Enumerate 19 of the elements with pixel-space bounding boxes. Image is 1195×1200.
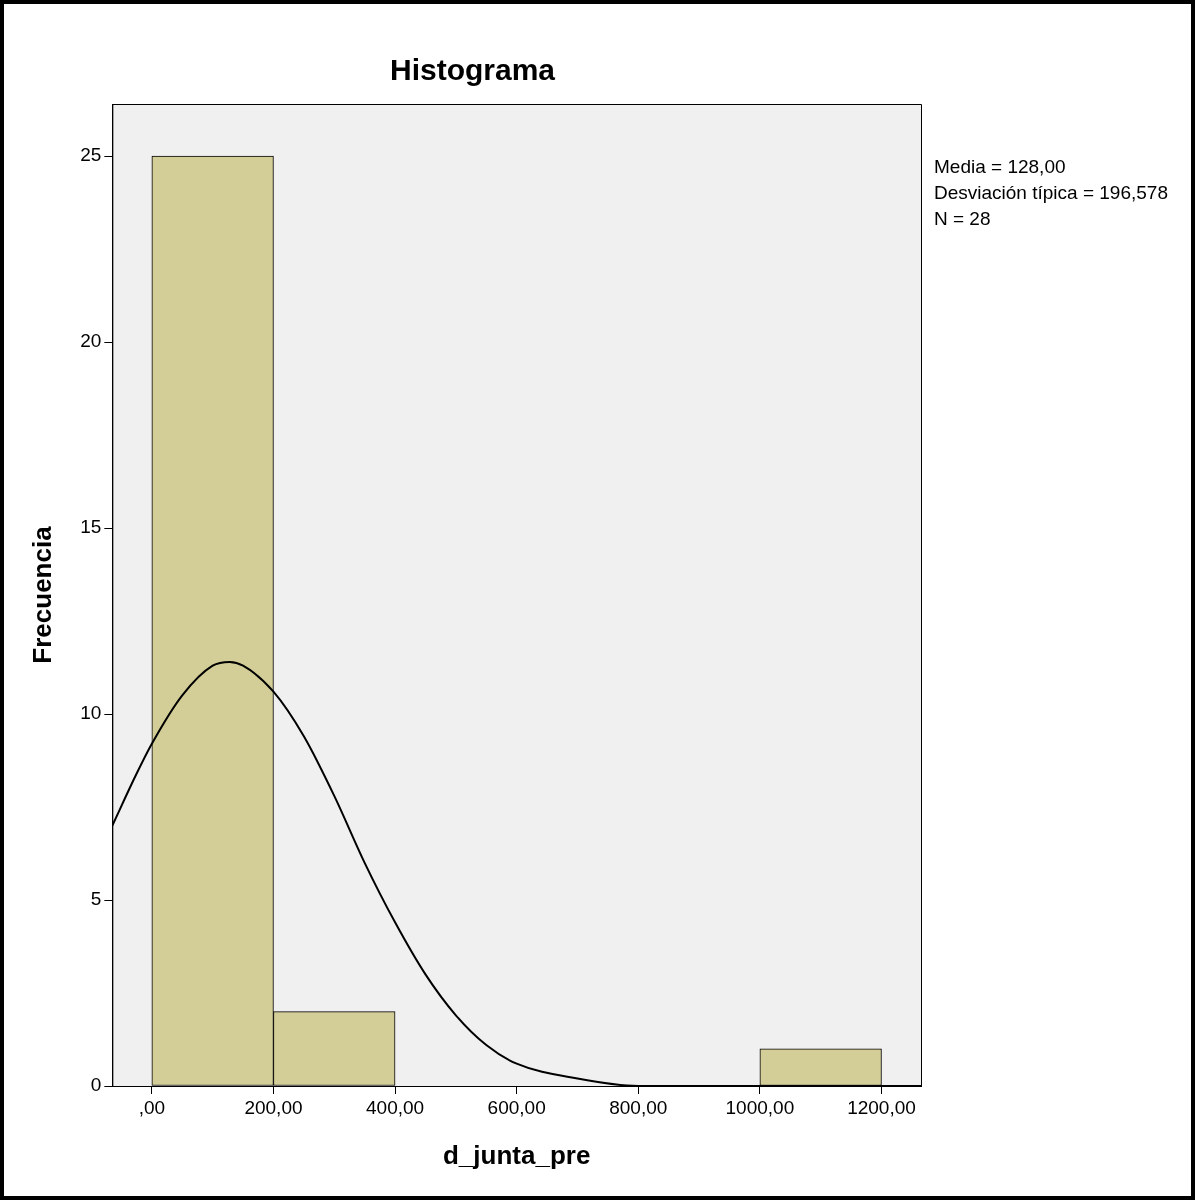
x-tick-label: 200,00: [244, 1096, 303, 1118]
text: Desviación típica = 196,578: [934, 181, 1168, 203]
y-tick-label: 0: [90, 1074, 102, 1096]
y-axis-title: Frecuencia: [26, 525, 57, 664]
x-tick-label: ,00: [138, 1096, 166, 1118]
x-axis-title: d_junta_pre: [442, 1139, 591, 1170]
x-tick-label: 1000,00: [725, 1096, 795, 1118]
y-tick-label: 25: [80, 144, 102, 166]
text: N = 28: [934, 207, 991, 229]
y-tick-label: 5: [90, 888, 102, 910]
x-tick-label: 600,00: [487, 1096, 546, 1118]
x-tick-label: 400,00: [366, 1096, 425, 1118]
y-tick-label: 10: [80, 702, 102, 724]
chart-title: Histograma: [389, 53, 556, 87]
y-tick-label: 15: [80, 516, 102, 538]
y-tick-label: 20: [80, 330, 102, 352]
text: Media = 128,00: [934, 155, 1066, 177]
x-tick-label: 800,00: [609, 1096, 668, 1118]
x-tick-label: 1200,00: [847, 1096, 916, 1118]
